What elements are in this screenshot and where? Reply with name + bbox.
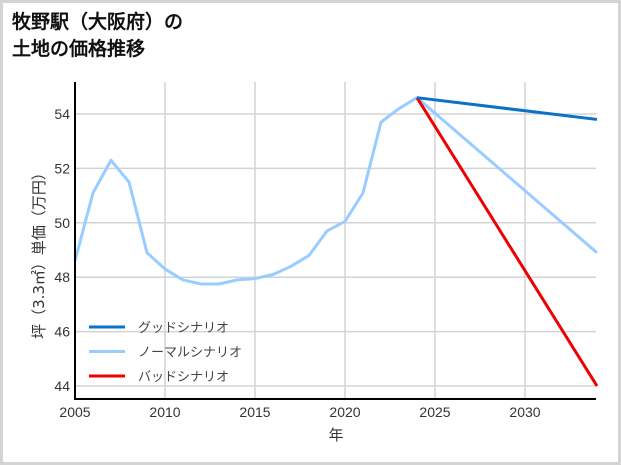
y-tick-label: 44: [54, 378, 70, 394]
y-tick-label: 46: [54, 324, 70, 340]
legend-label: グッドシナリオ: [138, 321, 229, 336]
y-axis-label: 坪（3.3㎡）単価（万円）: [30, 165, 48, 339]
legend-label: バッドシナリオ: [138, 370, 229, 385]
chart-title-line2: 土地の価格推移: [12, 38, 146, 60]
series-line: [73, 96, 598, 286]
y-tick-label: 50: [54, 215, 70, 231]
y-tick-label: 52: [54, 160, 70, 176]
y-tick-label: 54: [54, 106, 70, 122]
x-axis-label: 年: [328, 426, 343, 444]
x-tick-label: 2025: [419, 404, 450, 420]
series-line: [415, 96, 599, 387]
legend-label: ノーマルシナリオ: [138, 346, 242, 361]
x-tick-label: 2030: [509, 404, 540, 420]
grid-lines: [75, 82, 596, 399]
series-line: [416, 96, 598, 121]
chart-title: 牧野駅（大阪府）の 土地の価格推移: [12, 9, 183, 63]
series-lines: [73, 96, 599, 387]
tick-labels: 2005 2010 2015 2020 2025 2030 44 46 48 50 52 54: [54, 106, 540, 420]
chart-title-line1: 牧野駅（大阪府）の: [12, 11, 184, 33]
x-tick-label: 2005: [59, 404, 90, 420]
axes: [74, 82, 596, 400]
y-tick-label: 48: [54, 269, 70, 285]
x-tick-label: 2020: [329, 404, 360, 420]
x-tick-label: 2010: [149, 404, 180, 420]
x-tick-label: 2015: [239, 404, 270, 420]
